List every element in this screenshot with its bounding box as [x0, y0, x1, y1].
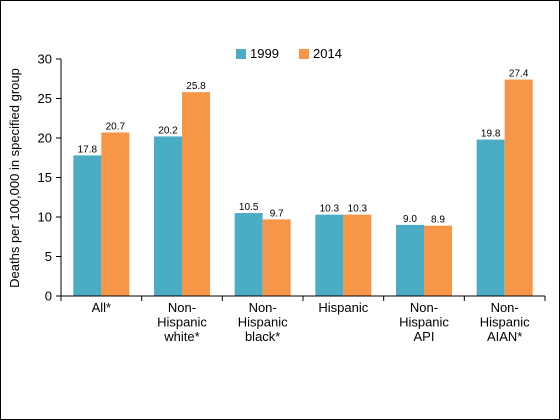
x-category-label: Hispanic	[318, 300, 368, 315]
bar-value-label: 27.4	[509, 69, 529, 80]
x-category-label-line: Hispanic	[399, 315, 449, 330]
bar-value-label: 17.8	[78, 144, 98, 155]
bar-value-label: 9.0	[403, 214, 417, 225]
legend: 1999 2014	[236, 46, 342, 61]
x-category-label-line: API	[414, 329, 435, 344]
bar-1999	[476, 139, 505, 296]
x-category-label-line: Non-	[168, 300, 196, 315]
y-tick-label: 25	[38, 91, 52, 106]
legend-swatch	[236, 49, 246, 59]
bar-2014	[424, 225, 452, 296]
bar-1999	[315, 214, 344, 296]
bar-2014	[262, 219, 291, 296]
y-axis-label: Deaths per 100,000 in specified group	[7, 68, 22, 288]
bar-value-label: 10.3	[320, 204, 340, 215]
x-category-label-line: Hispanic	[480, 315, 530, 330]
bar-value-label: 20.2	[158, 125, 178, 136]
y-tick-label: 20	[38, 131, 52, 146]
bar-value-label: 25.8	[186, 81, 206, 92]
x-category-label-line: white*	[163, 329, 199, 344]
bar-2014	[504, 79, 533, 296]
legend-label: 2014	[313, 46, 342, 61]
x-category-label-line: Hispanic	[318, 300, 368, 315]
x-category-label-line: Non-	[410, 300, 438, 315]
y-tick-label: 10	[38, 210, 52, 225]
y-tick-label: 0	[45, 289, 52, 304]
y-tick-label: 15	[38, 170, 52, 185]
x-category-label-line: Non-	[491, 300, 519, 315]
x-category-label-line: All*	[92, 300, 112, 315]
x-axis: All* Non-Hispanic white*Non-Hispanic black*…	[60, 295, 546, 344]
bar-value-label: 8.9	[431, 215, 445, 226]
x-category-label-line: black*	[245, 329, 280, 344]
x-category-label: All*	[92, 300, 112, 315]
bar-value-label: 10.5	[239, 202, 259, 213]
x-category-label: Non-Hispanic AIAN*	[480, 300, 530, 344]
y-axis: 0 5 10 15 20 25 30	[38, 52, 62, 304]
bar-2014	[343, 214, 372, 296]
y-tick-label: 30	[38, 52, 52, 67]
x-category-label-line: Hispanic	[157, 315, 207, 330]
x-category-label: Non-Hispanic API	[399, 300, 449, 344]
bar-value-label: 10.3	[348, 204, 368, 215]
x-category-label-line: AIAN*	[487, 329, 522, 344]
bar-2014	[182, 92, 210, 297]
bar-2014	[101, 132, 130, 296]
bars: 17.8 20.2 10.5 10.3 9.0 19.8 20.7 25.8 9.7 10.3 8.…	[73, 69, 533, 297]
bar-1999	[154, 136, 182, 296]
bar-1999	[234, 213, 263, 296]
y-tick-label: 5	[45, 249, 52, 264]
x-category-label: Non-Hispanic black*	[238, 300, 288, 344]
bar-value-label: 19.8	[481, 129, 501, 140]
bar-1999	[396, 224, 424, 296]
bar-value-label: 9.7	[270, 208, 284, 219]
x-category-label-line: Non-	[249, 300, 277, 315]
x-category-label-line: Hispanic	[238, 315, 288, 330]
x-category-label: Non-Hispanic white*	[157, 300, 207, 344]
bar-value-label: 20.7	[106, 121, 126, 132]
legend-label: 1999	[250, 46, 279, 61]
bar-1999	[73, 155, 102, 296]
legend-swatch	[299, 49, 309, 59]
